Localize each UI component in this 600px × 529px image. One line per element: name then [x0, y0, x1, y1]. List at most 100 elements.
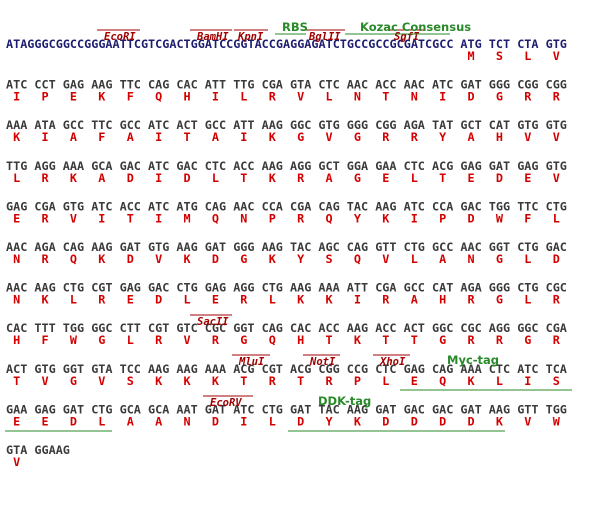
amino-acid: D: [439, 414, 446, 428]
codon: CTC: [205, 159, 226, 173]
codon: GTA: [6, 443, 27, 457]
codon: AAG: [34, 281, 55, 295]
amino-acid: G: [496, 252, 503, 266]
amino-acid: Q: [354, 252, 361, 266]
amino-acid: R: [467, 293, 475, 307]
codon: GAC: [432, 402, 453, 416]
codon: TGG: [546, 402, 567, 416]
amino-acid: K: [382, 211, 390, 225]
amino-acid: A: [155, 414, 162, 428]
amino-acid: K: [496, 414, 504, 428]
codon: CTA: [517, 37, 538, 51]
codon: GCC: [120, 118, 141, 132]
codon: CAT: [432, 281, 453, 295]
amino-acid: N: [13, 293, 20, 307]
codon: GTG: [34, 362, 55, 376]
codon: AGG: [34, 159, 55, 173]
amino-acid: V: [382, 252, 389, 266]
amino-acid: T: [240, 171, 247, 185]
codon: CAG: [148, 78, 169, 92]
codon: AAG: [91, 240, 112, 254]
amino-acid: V: [155, 252, 162, 266]
codon: GAT: [205, 240, 226, 254]
codon: GAC: [120, 159, 141, 173]
amino-acid: F: [524, 211, 531, 225]
codon: GGG: [489, 281, 510, 295]
amino-acid: F: [127, 90, 134, 104]
amino-acid: M: [467, 49, 474, 63]
codon: ATT: [205, 78, 226, 92]
amino-acid: R: [297, 171, 305, 185]
codon: CGT: [148, 321, 169, 335]
amino-acid: I: [240, 130, 247, 144]
amino-acid: K: [297, 293, 305, 307]
amino-acid: H: [297, 333, 304, 347]
codon: CTG: [262, 402, 283, 416]
amino-acid: M: [183, 211, 190, 225]
amino-acid: D: [467, 414, 474, 428]
amino-acid: R: [524, 90, 532, 104]
codon: ATC: [233, 402, 254, 416]
amino-acid: I: [41, 130, 48, 144]
codon: GAT: [63, 402, 84, 416]
restriction-site: SacII: [197, 316, 229, 328]
amino-acid: S: [127, 374, 134, 388]
amino-acid: E: [212, 293, 219, 307]
codon: CCA: [262, 199, 283, 213]
codon: CGT: [262, 362, 283, 376]
codon: CAT: [489, 118, 510, 132]
amino-acid: R: [155, 333, 163, 347]
codon: GTG: [517, 118, 538, 132]
amino-acid: D: [127, 252, 134, 266]
codon: ACG: [290, 362, 311, 376]
restriction-site: BglII: [308, 31, 341, 43]
codon: AGC: [318, 240, 339, 254]
codon: CCT: [34, 78, 55, 92]
codon: ATC: [517, 362, 538, 376]
amino-acid: K: [467, 374, 475, 388]
amino-acid: L: [553, 211, 560, 225]
codon: AAG: [375, 199, 396, 213]
amino-acid: T: [439, 171, 446, 185]
amino-acid: A: [127, 130, 134, 144]
amino-acid: I: [212, 90, 219, 104]
codon: AAA: [205, 362, 226, 376]
amino-acid: I: [354, 293, 361, 307]
amino-acid: L: [524, 252, 531, 266]
codon: GGAAG: [34, 443, 70, 457]
amino-acid: Y: [354, 211, 362, 225]
codon: GGA: [347, 159, 368, 173]
amino-acid: E: [467, 171, 474, 185]
amino-acid: F: [98, 130, 105, 144]
codon: AAG: [176, 362, 197, 376]
amino-acid: N: [13, 252, 20, 266]
codon: GAC: [176, 159, 197, 173]
amino-acid: K: [41, 293, 49, 307]
amino-acid: Q: [439, 374, 446, 388]
amino-acid: K: [354, 414, 362, 428]
amino-acid: G: [354, 130, 361, 144]
amino-acid: K: [212, 374, 220, 388]
codon: AAG: [290, 281, 311, 295]
amino-acid: L: [524, 293, 531, 307]
codon: GAT: [460, 78, 481, 92]
amino-acid: K: [269, 130, 277, 144]
codon: GGC: [432, 321, 453, 335]
codon: GAT: [375, 402, 396, 416]
amino-acid: L: [240, 90, 247, 104]
codon: CAC: [290, 321, 311, 335]
amino-acid: R: [411, 130, 419, 144]
amino-acid: V: [524, 414, 531, 428]
codon: GAA: [375, 159, 396, 173]
codon: AAC: [404, 78, 425, 92]
codon: GAG: [205, 281, 226, 295]
codon: AAG: [148, 362, 169, 376]
codon: AGA: [460, 281, 481, 295]
amino-acid: D: [155, 293, 162, 307]
amino-acid: V: [553, 49, 560, 63]
codon: CAC: [176, 78, 197, 92]
amino-acid: R: [212, 333, 220, 347]
amino-acid: L: [98, 414, 105, 428]
amino-acid: L: [127, 333, 134, 347]
amino-acid: V: [41, 374, 48, 388]
